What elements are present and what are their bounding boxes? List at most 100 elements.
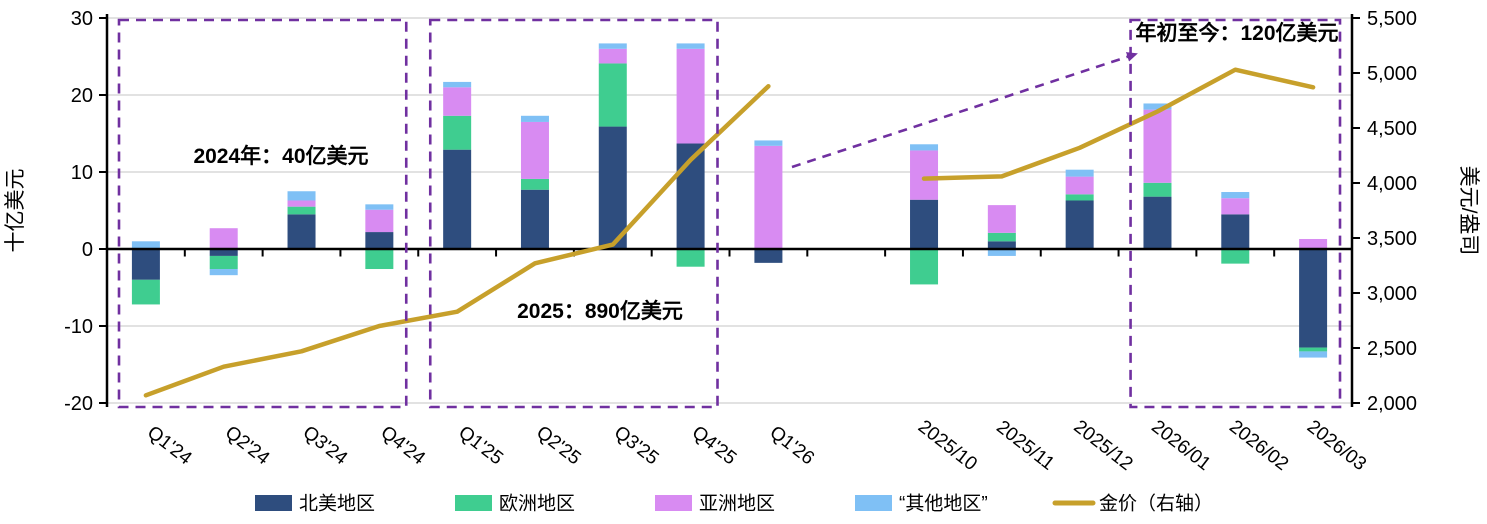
bar-segment: [1221, 249, 1250, 264]
bar-segment: [754, 145, 783, 249]
left-tick-label: 30: [71, 8, 93, 30]
bar-segment: [1065, 194, 1094, 201]
annotation-total-2024: 2024年：40亿美元: [193, 144, 368, 168]
legend-label: “其他地区”: [899, 493, 988, 515]
bar-segment: [520, 189, 549, 249]
bar-segment: [131, 241, 160, 249]
x-label-202603: 2026/03: [1303, 416, 1370, 475]
bar-segment: [131, 249, 160, 280]
bar-segment: [1299, 238, 1328, 249]
bar-segment: [365, 204, 394, 210]
left-tick-label: 0: [82, 239, 93, 261]
bar-segment: [209, 228, 238, 249]
bar-segment: [1143, 182, 1172, 197]
right-tick-label: 5,000: [1367, 63, 1417, 85]
left-axis-title: 十亿美元: [4, 169, 27, 253]
x-label-Q126: Q1'26: [766, 422, 818, 469]
bar-segment: [1143, 196, 1172, 249]
legend-item-2: 亚洲地区: [655, 493, 775, 515]
bar-segment: [910, 150, 939, 200]
bar-segment: [987, 241, 1016, 249]
group-box-1: [428, 18, 719, 409]
bar-segment: [987, 205, 1016, 233]
x-label-Q124: Q1'24: [143, 422, 196, 470]
bar-segment: [910, 199, 939, 249]
bar-series: [131, 126, 1328, 348]
bar-segment: [1065, 169, 1094, 177]
right-tick-label: 4,500: [1367, 118, 1417, 140]
legend-item-0: 北美地区: [255, 493, 375, 515]
bar-segment: [520, 178, 549, 190]
x-label-202510: 2025/10: [914, 416, 981, 475]
x-label-Q425: Q4'25: [688, 422, 740, 469]
right-tick-label: 3,000: [1367, 283, 1417, 305]
bar-segment: [443, 87, 472, 116]
legend-swatch: [655, 495, 692, 511]
annotations: 2024年：40亿美元 2025：890亿美元 年初至今：120亿美元: [193, 21, 1338, 323]
left-tick-label: 10: [71, 162, 93, 184]
bar-segment: [910, 144, 939, 151]
bar-segment: [1299, 351, 1328, 358]
x-label-202602: 2026/02: [1225, 416, 1292, 475]
x-label-Q125: Q1'25: [454, 422, 506, 469]
bar-segment: [1143, 109, 1172, 183]
bar-segment: [1299, 347, 1328, 352]
bar-series: [131, 63, 1328, 352]
ytd-annotation-arrow: [791, 52, 1138, 169]
group-boxes: [117, 18, 1342, 409]
legend-item-3: “其他地区”: [855, 493, 988, 515]
x-label-Q424: Q4'24: [377, 422, 430, 470]
gold-price-segment: [921, 67, 1316, 181]
x-label-Q324: Q3'24: [299, 422, 352, 470]
bar-segment: [131, 279, 160, 305]
bar-segment: [754, 249, 783, 263]
gold-price-segment: [143, 83, 771, 398]
bar-segment: [365, 232, 394, 249]
legend: 北美地区 欧洲地区 亚洲地区 “其他地区” 金价（右轴）: [255, 493, 1213, 515]
x-category-labels: Q1'24 Q2'24 Q3'24 Q4'24 Q1'25 Q2'25 Q3'25 Q4'25…: [143, 416, 1370, 475]
bar-segment: [443, 149, 472, 249]
bar-segment: [443, 115, 472, 150]
bar-segment: [1299, 249, 1328, 348]
right-tick-label: 5,500: [1367, 8, 1417, 30]
right-tick-label: 4,000: [1367, 173, 1417, 195]
bar-segment: [1065, 176, 1094, 195]
left-tick-label: -10: [64, 316, 93, 338]
bar-segment: [365, 209, 394, 233]
legend-label: 欧洲地区: [499, 493, 575, 515]
x-label-202511: 2025/11: [992, 417, 1058, 475]
bar-segment: [676, 48, 705, 144]
legend-label: 金价（右轴）: [1099, 493, 1213, 515]
bar-segment: [598, 126, 627, 249]
bar-segment: [987, 232, 1016, 242]
legend-label: 北美地区: [299, 493, 375, 515]
group-box-0: [117, 18, 408, 409]
bar-segment: [598, 63, 627, 127]
annotation-total-ytd: 年初至今：120亿美元: [1135, 21, 1338, 45]
annotation-total-2025: 2025：890亿美元: [517, 299, 683, 323]
bar-segment: [287, 214, 316, 249]
gridlines: [107, 17, 1352, 404]
bar-segment: [676, 249, 705, 267]
right-axis-title: 美元/盎司: [1457, 166, 1480, 256]
bar-segment: [1221, 214, 1250, 249]
bar-series: [209, 48, 1328, 249]
bar-segment: [598, 43, 627, 49]
bar-segment: [209, 269, 238, 276]
right-tick-label: 2,000: [1367, 393, 1417, 415]
x-label-Q325: Q3'25: [610, 422, 662, 469]
axes: [99, 14, 1360, 407]
x-label-202601: 2026/01: [1147, 416, 1214, 475]
left-tick-label: -20: [64, 393, 93, 415]
x-label-Q224: Q2'24: [221, 422, 274, 470]
bar-segment: [520, 115, 549, 122]
bar-series: [131, 43, 1328, 358]
bar-segment: [1221, 192, 1250, 199]
bar-segment: [1143, 103, 1172, 110]
bar-segment: [598, 48, 627, 64]
bar-segment: [287, 206, 316, 215]
bar-segment: [287, 200, 316, 207]
bar-segment: [987, 249, 1016, 256]
